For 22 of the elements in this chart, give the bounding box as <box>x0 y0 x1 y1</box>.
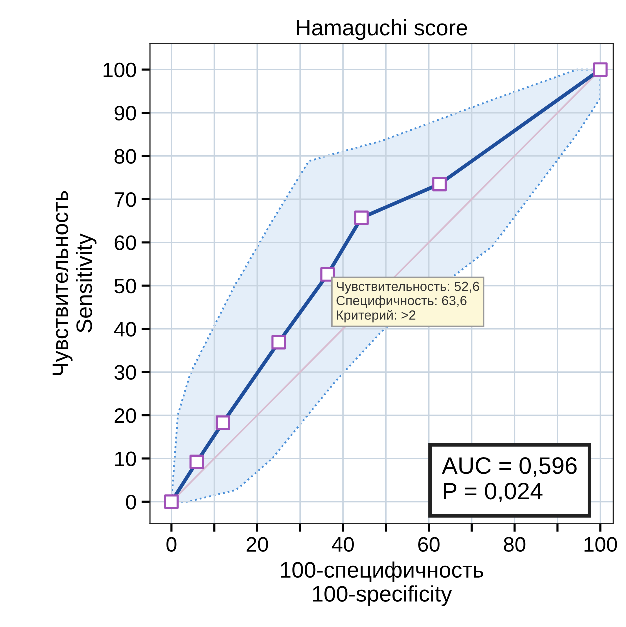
x-tick-label: 20 <box>246 537 268 552</box>
x-tick-label: 80 <box>504 537 526 552</box>
y-tick-label: 90 <box>114 106 136 121</box>
y-tick-label: 10 <box>115 452 136 466</box>
y-tick-label: 80 <box>114 149 136 164</box>
y-tick-label: 50 <box>114 278 136 294</box>
y-tick-label: 100 <box>104 62 136 78</box>
y-tick-label: 40 <box>114 322 136 337</box>
y-tick-label: 60 <box>114 236 136 250</box>
chart-title: Hamaguchi score <box>297 19 468 40</box>
y-tick-label: 0 <box>126 494 136 510</box>
x-axis-title: 100-специфичность 100-specificity <box>281 562 484 606</box>
y-tick-label: 70 <box>114 192 136 208</box>
annotation: Чувствительность: 52,6 Специфичность: 63,6 Критерий: >2 <box>336 282 480 323</box>
x-tick-label: 100 <box>584 537 618 552</box>
x-tick-label: 40 <box>332 537 354 552</box>
annotation: AUC = 0,596 P = 0,024 <box>442 458 577 502</box>
x-tick-label: 60 <box>418 537 440 552</box>
x-tick-label: 0 <box>166 537 177 552</box>
y-tick-label: 30 <box>114 365 136 380</box>
y-axis-title: Чувствительность Sensitivity <box>52 191 97 376</box>
y-tick-label: 20 <box>114 408 136 424</box>
